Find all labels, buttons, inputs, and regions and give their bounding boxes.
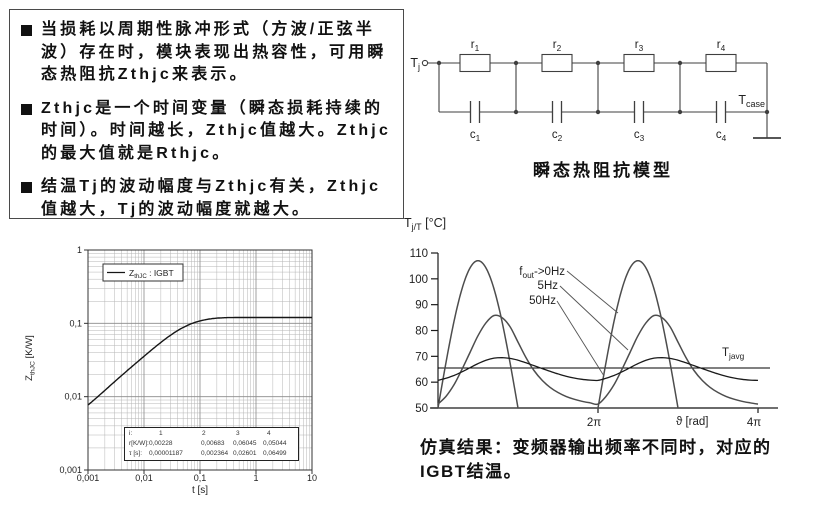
row-label: τ [s]: (129, 450, 143, 457)
resistor-body (459, 53, 491, 73)
capacitor-label: c2 (552, 129, 563, 143)
leader-line-50hz (556, 300, 605, 377)
x-tick-label: 0,1 (194, 473, 207, 483)
bullet-item: Zthjc是一个时间变量（瞬态损耗持续的时间）。时间越长，Zthjc值越大。Zt… (20, 98, 397, 166)
x-tick-label: 10 (307, 473, 317, 483)
tjavg-label: Tjavg (722, 347, 745, 361)
capacitor-label: c3 (634, 129, 645, 143)
node-dot (513, 60, 519, 66)
y-tick-label: 0,001 (59, 465, 82, 475)
annotation-0hz: fout->0Hz (519, 266, 565, 280)
tj-chart-plot: 50 60 70 80 90 100 110 2π 4π ϑ [rad] Tjavg fout->0H… (404, 216, 778, 429)
resistor-body (705, 53, 737, 73)
cell-value: 0,06045 (233, 440, 257, 447)
bullet-text: Zthjc是一个时间变量（瞬态损耗持续的时间）。时间越长，Zthjc值越大。Zt… (41, 99, 392, 162)
node-dot (436, 60, 442, 66)
resistor-label: r3 (635, 39, 644, 53)
cell-value: 3 (236, 430, 240, 437)
cell-value: 0,00001187 (149, 450, 183, 457)
node-dot (595, 109, 601, 115)
x-tick-label: 0,01 (135, 473, 153, 483)
y-tick-label: 60 (415, 377, 428, 389)
y-tick-label: 50 (415, 403, 428, 415)
resistor-label: r1 (471, 39, 480, 53)
x-tick-label: 1 (253, 473, 258, 483)
curve-5hz (437, 314, 759, 406)
cell-value: 0,05044 (263, 440, 287, 447)
y-tick-label: 70 (415, 351, 428, 363)
bullet-item: 结温Tj的波动幅度与Zthjc有关，Zthjc值越大，Tj的波动幅度就越大。 (20, 176, 397, 221)
bullet-text: 结温Tj的波动幅度与Zthjc有关，Zthjc值越大，Tj的波动幅度就越大。 (41, 178, 382, 218)
row-label: i: (129, 430, 133, 437)
y-axis-title: Tj/T [°C] (404, 216, 446, 232)
node-dot (513, 109, 519, 115)
bullet-square-icon (21, 25, 32, 36)
bullet-square-icon (21, 182, 32, 193)
resistor-body (623, 53, 655, 73)
zth-chart-plot: 0,001 0,01 0,1 1 10 1 0,1 0,01 0,001 ZthJC : IGBT… (24, 245, 317, 496)
cell-value: 0,00683 (201, 440, 225, 447)
bullet-item: 当损耗以周期性脉冲形式（方波/正弦半波）存在时，模块表现出热容性，可用瞬态热阻抗… (20, 19, 397, 87)
resistor-body (541, 53, 573, 73)
cell-value: 0,002364 (201, 450, 229, 457)
zth-curve (87, 316, 312, 406)
x-tick-label: 4π (747, 417, 761, 429)
y-tick-label: 0,1 (69, 318, 82, 328)
y-tick-label: 100 (409, 274, 428, 286)
resistor-label: r4 (717, 39, 726, 53)
foster-table-row: τ [s]: 0,00001187 0,002364 0,02601 0,06499 (125, 449, 298, 459)
bullet-text-box: 当损耗以周期性脉冲形式（方波/正弦半波）存在时，模块表现出热容性，可用瞬态热阻抗… (9, 9, 404, 219)
tj-chart: 50 60 70 80 90 100 110 2π 4π ϑ [rad] Tjavg fout->0H… (400, 213, 822, 440)
tj-label: Tj (410, 56, 420, 72)
cell-value: 0,00228 (149, 440, 173, 447)
node-dot (595, 60, 601, 66)
node-dot (677, 60, 683, 66)
bullet-square-icon (21, 103, 32, 115)
y-tick-label: 90 (415, 300, 428, 312)
leader-line-5hz (559, 285, 629, 351)
leader-line-0hz (566, 270, 619, 314)
y-tick-label: 0,01 (64, 392, 82, 402)
y-axis-title: ZthJC [K/W] (24, 335, 36, 381)
tcase-label: Tcase (738, 93, 765, 109)
plot-border (87, 249, 313, 471)
cell-value: 4 (267, 430, 271, 437)
cell-value: 0,02601 (233, 450, 257, 457)
curve-0hz (437, 260, 758, 409)
y-tick-label: 80 (415, 326, 428, 338)
x-tick-label: 0,001 (77, 473, 100, 483)
circuit-caption: 瞬态热阻抗模型 (533, 161, 673, 180)
x-tick-label: 2π (587, 417, 601, 429)
x-axis-title: t [s] (192, 485, 208, 496)
annotation-5hz: 5Hz (538, 280, 559, 292)
legend-label: ZthJC : IGBT (129, 268, 174, 280)
resistor-label: r2 (553, 39, 562, 53)
capacitor-label: c1 (470, 129, 481, 143)
cell-value: 1 (159, 430, 163, 437)
cell-value: 2 (202, 430, 206, 437)
curve-50hz (437, 356, 759, 382)
node-dot (677, 109, 683, 115)
foster-table-row: i: 1 2 3 4 (125, 429, 298, 439)
annotation-50hz: 50Hz (529, 295, 556, 307)
foster-table-row: r[K/W]: 0,00228 0,00683 0,06045 0,05044 (125, 439, 298, 449)
thermal-impedance-circuit-diagram: r1 c1 r2 c2 r3 c3 r4 c4 Tj Tcase (410, 39, 781, 143)
row-label: r[K/W]: (129, 440, 149, 447)
cell-value: 0,06499 (263, 450, 287, 457)
bullet-text: 当损耗以周期性脉冲形式（方波/正弦半波）存在时，模块表现出热容性，可用瞬态热阻抗… (41, 21, 387, 83)
x-axis-title: ϑ [rad] (676, 416, 709, 428)
y-tick-label: 110 (410, 248, 428, 260)
foster-parameter-table: i: 1 2 3 4 r[K/W]: 0,00228 0,00683 0,06045 0,0504… (124, 427, 299, 461)
zth-chart: 0,001 0,01 0,1 1 10 1 0,1 0,01 0,001 ZthJC : IGBT… (20, 240, 350, 504)
tj-terminal (421, 59, 429, 67)
y-tick-label: 1 (77, 245, 82, 255)
simulation-caption: 仿真结果：变频器输出频率不同时，对应的IGBT结温。 (420, 438, 772, 481)
capacitor-label: c4 (716, 129, 727, 143)
legend-box (102, 263, 184, 282)
